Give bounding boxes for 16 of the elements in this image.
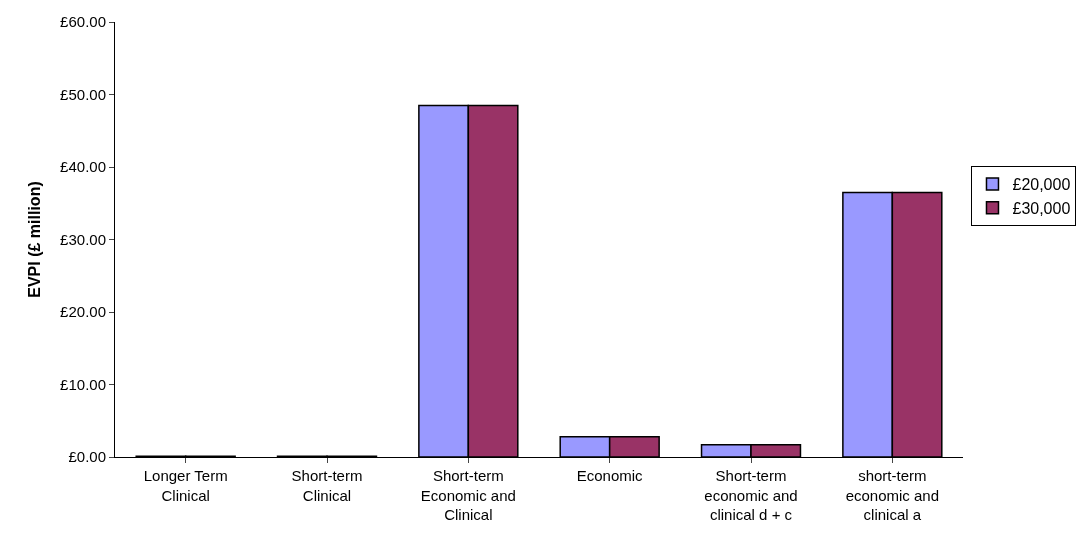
y-tick-label: £40.00: [60, 158, 106, 176]
y-tick-label: £50.00: [60, 85, 106, 103]
y-tick-label: £20.00: [60, 303, 106, 321]
x-tick-label: Longer Term Clinical: [143, 467, 228, 504]
y-tick-label: £30.00: [60, 230, 106, 248]
y-tick-label: £60.00: [60, 13, 106, 31]
y-tick-label: £0.00: [68, 448, 106, 466]
y-tick-label: £10.00: [60, 375, 106, 393]
x-tick-label: Short-term Economic and Clinical: [420, 467, 516, 523]
legend-label: £20,000: [1012, 176, 1071, 194]
x-tick-label: Short-term Clinical: [291, 467, 363, 504]
x-tick-label: Economic: [576, 467, 644, 484]
x-tick-label: short-term economic and clinical a: [845, 467, 940, 523]
x-tick-label: Short-term economic and clinical d + c: [704, 467, 798, 523]
legend-label: £30,000: [1012, 199, 1071, 217]
y-axis-title: EVPI (£ million): [26, 181, 44, 298]
